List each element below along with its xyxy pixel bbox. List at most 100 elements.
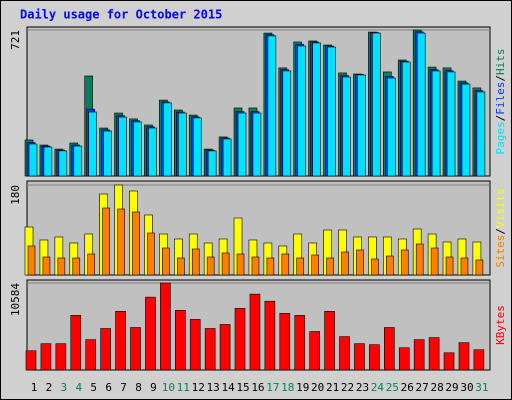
x-tick-label: 24 — [371, 381, 385, 394]
legend-separator: / — [494, 75, 507, 82]
bar — [115, 311, 126, 371]
bar — [175, 310, 186, 371]
bar — [160, 282, 171, 371]
bar — [473, 349, 485, 371]
legend: Pages/Files/Hits — [494, 49, 507, 155]
bar — [192, 117, 202, 177]
bar — [475, 259, 484, 276]
bar — [264, 300, 276, 371]
x-tick-label: 16 — [251, 381, 264, 394]
legend-entry: Visits — [494, 188, 507, 228]
bar — [401, 61, 411, 177]
bar — [279, 313, 291, 371]
bar — [384, 327, 395, 371]
chart-title: Daily usage for October 2015 — [20, 8, 222, 22]
bar — [118, 116, 127, 177]
bar — [88, 111, 98, 177]
bar — [400, 249, 409, 276]
x-tick-label: 23 — [356, 381, 369, 394]
bar — [446, 71, 456, 177]
bar — [294, 315, 306, 371]
bar — [413, 339, 425, 371]
bar — [369, 344, 380, 371]
bar — [191, 248, 200, 276]
bar — [100, 328, 111, 371]
y-tick-label: 10584 — [9, 283, 22, 316]
x-tick-label: 5 — [90, 381, 97, 394]
bar — [221, 252, 230, 276]
x-tick-label: 17 — [266, 381, 279, 394]
x-tick-label: 21 — [326, 381, 339, 394]
x-tick-label: 12 — [192, 381, 205, 394]
legend-entry: Files — [494, 82, 507, 115]
x-tick-label: 4 — [75, 381, 82, 394]
bar — [42, 256, 51, 276]
bar — [57, 257, 66, 276]
bar — [130, 327, 141, 371]
bar — [27, 245, 36, 276]
x-tick-label: 29 — [445, 381, 458, 394]
y-tick-label: 180 — [9, 185, 22, 205]
bar — [177, 257, 185, 276]
bar — [102, 207, 110, 276]
bar — [342, 76, 351, 177]
bar — [43, 146, 53, 177]
x-tick-label: 18 — [281, 381, 294, 394]
bar — [445, 256, 454, 276]
bar — [430, 247, 439, 276]
bar — [85, 339, 97, 371]
bar — [372, 32, 381, 177]
bar — [311, 254, 319, 276]
bar — [236, 253, 245, 276]
bar — [204, 328, 216, 371]
x-tick-label: 15 — [236, 381, 249, 394]
x-tick-label: 13 — [207, 381, 220, 394]
x-tick-label: 9 — [150, 381, 157, 394]
y-tick-label: 721 — [9, 30, 22, 50]
x-tick-label: 6 — [105, 381, 112, 394]
bar — [267, 35, 277, 177]
x-tick-label: 8 — [135, 381, 142, 394]
x-tick-label: 19 — [296, 381, 309, 394]
legend-entry: Sites — [494, 235, 507, 268]
bar — [133, 121, 142, 177]
bar — [72, 257, 81, 276]
legend-entry: KBytes — [494, 305, 507, 345]
bar — [87, 253, 96, 276]
bar — [443, 352, 455, 371]
x-tick-label: 25 — [386, 381, 399, 394]
x-tick-label: 28 — [430, 381, 443, 394]
bar — [296, 257, 305, 276]
x-tick-label: 14 — [221, 381, 235, 394]
bar — [55, 343, 67, 371]
bar — [103, 130, 112, 177]
bar — [58, 150, 68, 177]
x-tick-label: 11 — [177, 381, 190, 394]
bar — [251, 256, 260, 276]
x-tick-label: 26 — [401, 381, 414, 394]
bar — [281, 253, 290, 276]
legend-separator: / — [494, 228, 507, 235]
bar — [356, 249, 364, 276]
bar — [341, 251, 349, 276]
x-tick-label: 30 — [460, 381, 473, 394]
bar — [73, 145, 83, 177]
bar — [387, 77, 396, 177]
bar — [324, 311, 335, 371]
legend: KBytes — [494, 305, 507, 345]
bar — [461, 83, 471, 177]
x-tick-label: 20 — [311, 381, 324, 394]
bar — [163, 102, 172, 177]
legend-entry: Pages — [494, 121, 507, 154]
bar — [326, 257, 334, 276]
bar — [237, 112, 247, 177]
bar — [206, 256, 215, 276]
legend-entry: Hits — [494, 49, 507, 76]
bar — [327, 46, 336, 177]
bar — [132, 211, 140, 276]
bar — [147, 232, 155, 276]
bar — [476, 91, 486, 177]
bar — [145, 296, 156, 371]
bar — [354, 343, 365, 371]
bar — [460, 257, 469, 276]
